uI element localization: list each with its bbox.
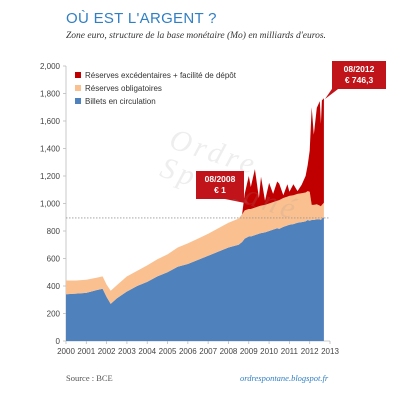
area-reserves-obligatoires <box>66 191 324 304</box>
y-tick-label: 0 <box>56 337 61 346</box>
legend-swatch <box>75 72 81 78</box>
callout-2008-value: € 1 <box>214 185 226 195</box>
chart-subtitle: Zone euro, structure de la base monétair… <box>66 31 326 41</box>
x-tick-label: 2004 <box>138 347 156 356</box>
y-tick-label: 600 <box>47 255 61 264</box>
y-tick-label: 1,000 <box>40 200 61 209</box>
x-tick-label: 2001 <box>77 347 95 356</box>
legend-item-billets: Billets en circulation <box>85 97 156 106</box>
callout-2012-label: 08/2012 <box>343 64 375 74</box>
reference-line-group <box>66 86 342 219</box>
x-tick-label: 2003 <box>118 347 136 356</box>
x-tick-label: 2013 <box>321 347 339 356</box>
y-tick-label: 800 <box>47 227 61 236</box>
x-axis-ticks: 2000 2001 2002 2003 2004 2005 2006 2007 2008 2009… <box>57 341 339 356</box>
callout-2008-label: 08/2008 <box>204 174 236 184</box>
series-areas <box>66 98 324 341</box>
y-tick-label: 1,400 <box>40 145 61 154</box>
source-note: Source : BCE <box>66 373 113 383</box>
callout-2012-value: € 746,3 <box>344 75 374 85</box>
y-tick-label: 400 <box>47 282 61 291</box>
y-tick-label: 200 <box>47 310 61 319</box>
y-axis-ticks: 0 200 400 600 800 1,000 1,200 1,400 1,600 1,800 2,… <box>40 62 66 346</box>
x-tick-label: 2002 <box>98 347 116 356</box>
y-tick-label: 2,000 <box>40 62 61 71</box>
area-billets <box>66 217 324 341</box>
x-tick-label: 2007 <box>199 347 217 356</box>
callout-2012: 08/2012 € 746,3 <box>332 61 386 89</box>
x-tick-label: 2000 <box>57 347 75 356</box>
x-tick-label: 2009 <box>240 347 258 356</box>
callout-2008-pointer <box>220 198 250 204</box>
callout-2008: 08/2008 € 1 <box>196 171 244 199</box>
area-reserves-excedentaires <box>66 98 324 291</box>
legend-item-reserves-excedentaires: Réserves excédentaires + facilité de dép… <box>85 71 237 80</box>
x-tick-label: 2011 <box>281 347 299 356</box>
legend-item-reserves-obligatoires: Réserves obligatoires <box>85 84 162 93</box>
site-url: ordrespontane.blogspot.fr <box>240 373 329 383</box>
legend-swatch <box>75 85 81 91</box>
chart-title: OÙ EST L'ARGENT ? <box>66 10 217 27</box>
callout-2012-pointer <box>325 86 342 99</box>
y-tick-label: 1,600 <box>40 117 61 126</box>
x-tick-label: 2005 <box>159 347 177 356</box>
x-tick-label: 2012 <box>301 347 319 356</box>
x-tick-label: 2010 <box>260 347 278 356</box>
legend: Réserves excédentaires + facilité de dép… <box>75 71 237 106</box>
y-tick-label: 1,200 <box>40 172 61 181</box>
x-tick-label: 2008 <box>220 347 238 356</box>
legend-swatch <box>75 98 81 104</box>
x-tick-label: 2006 <box>179 347 197 356</box>
y-tick-label: 1,800 <box>40 90 61 99</box>
